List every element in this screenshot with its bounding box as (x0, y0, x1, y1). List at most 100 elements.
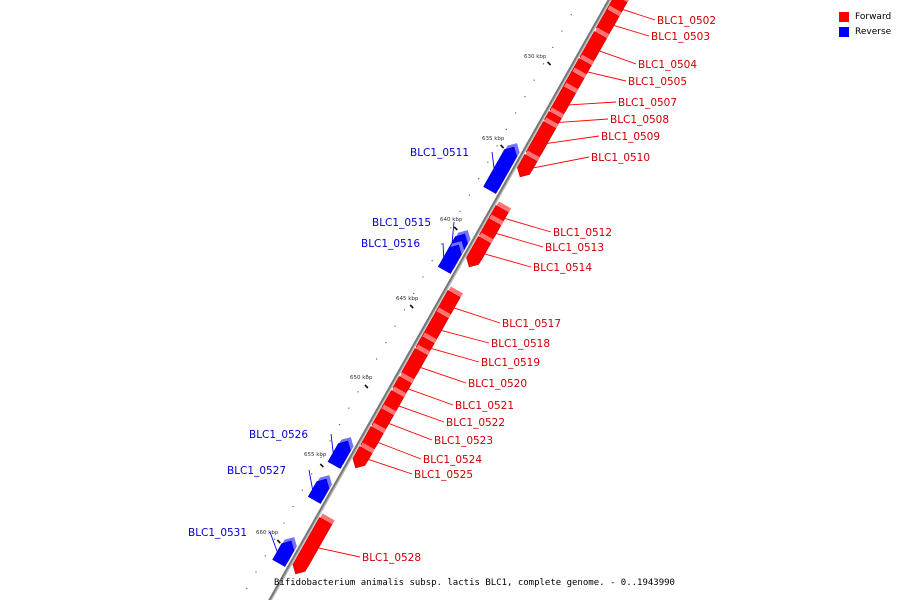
kbp-tick-label: 640 kbp (440, 217, 463, 223)
gene-label[interactable]: BLC1_0508 (610, 114, 669, 126)
gene-label[interactable]: BLC1_0521 (455, 400, 514, 412)
minor-tick-dot (283, 522, 285, 524)
kbp-ticks: 630 kbp 635 kbp 640 kbp 645 kbp 650 kbp 655 k… (256, 54, 552, 544)
gene-leader-line (484, 253, 532, 268)
gene-label[interactable]: BLC1_0513 (545, 242, 604, 254)
gene-leader-line (622, 8, 656, 21)
gene-label[interactable]: BLC1_0507 (618, 97, 677, 109)
gene-label[interactable]: BLC1_0531 (188, 527, 247, 539)
gene-label[interactable]: BLC1_0519 (481, 357, 540, 369)
gene-label[interactable]: BLC1_0515 (372, 217, 431, 229)
gene-BLC1_0527[interactable]: BLC1_0527 (227, 465, 332, 504)
gene-leader-line (496, 232, 544, 248)
gene-label[interactable]: BLC1_0526 (249, 429, 308, 441)
gene-BLC1_0513[interactable]: BLC1_0513 (479, 214, 605, 255)
minor-tick-dot (338, 424, 341, 426)
gene-label[interactable]: BLC1_0524 (423, 454, 482, 466)
gene-body (517, 154, 538, 178)
kbp-tick-label: 645 kbp (396, 296, 419, 302)
gene-leader-line (318, 547, 361, 558)
minor-tick-dot (505, 128, 507, 130)
gene-label[interactable]: BLC1_0511 (410, 147, 469, 159)
gene-label[interactable]: BLC1_0520 (468, 378, 527, 390)
gene-body (307, 478, 330, 504)
gene-BLC1_0528[interactable]: BLC1_0528 (292, 513, 421, 575)
kbp-tick-mark (276, 539, 281, 544)
minor-tick-dot (255, 571, 257, 573)
minor-tick-dot (515, 112, 517, 114)
gene-label[interactable]: BLC1_0517 (502, 318, 561, 330)
gene-body (437, 244, 462, 274)
minor-tick-dot (468, 194, 470, 196)
minor-tick-dot (431, 260, 433, 262)
minor-tick-dot (246, 588, 248, 590)
gene-BLC1_0511[interactable]: BLC1_0511 (410, 143, 520, 194)
gene-label[interactable]: BLC1_0509 (601, 131, 660, 143)
gene-BLC1_0520[interactable]: BLC1_0520 (401, 344, 528, 391)
gene-leader-line (398, 405, 445, 423)
gene-BLC1_0509[interactable]: BLC1_0509 (526, 117, 660, 162)
gene-body (466, 236, 491, 268)
gene-body (352, 446, 373, 469)
minor-tick-dot (524, 96, 526, 98)
forward-swatch (839, 11, 849, 22)
gene-BLC1_0526[interactable]: BLC1_0526 (249, 429, 354, 469)
minor-tick-dot (301, 489, 303, 491)
minor-tick-dot (264, 555, 266, 557)
kbp-tick-label: 655 kbp (304, 452, 327, 458)
gene-BLC1_0514[interactable]: BLC1_0514 (466, 232, 593, 275)
gene-label[interactable]: BLC1_0518 (491, 338, 550, 350)
gene-BLC1_0502[interactable]: BLC1_0502 (606, 0, 716, 27)
gene-BLC1_0510[interactable]: BLC1_0510 (517, 150, 650, 178)
gene-body (272, 540, 295, 567)
gene-label[interactable]: BLC1_0523 (434, 435, 493, 447)
gene-label[interactable]: BLC1_0525 (414, 469, 473, 481)
gene-BLC1_0516[interactable]: BLC1_0516 (361, 238, 465, 274)
gene-BLC1_0517[interactable]: BLC1_0517 (435, 286, 561, 331)
legend-reverse: Reverse (839, 24, 891, 39)
gene-label[interactable]: BLC1_0528 (362, 552, 421, 564)
gene-label[interactable]: BLC1_0522 (446, 417, 505, 429)
gene-label[interactable]: BLC1_0514 (533, 262, 592, 274)
gene-leader-line (368, 458, 413, 475)
gene-label[interactable]: BLC1_0503 (651, 31, 710, 43)
minor-tick-dot (422, 276, 424, 278)
minor-tick-dot (459, 210, 461, 212)
gene-label[interactable]: BLC1_0527 (227, 465, 286, 477)
minor-tick-dot (487, 161, 489, 163)
gene-leader-line (504, 217, 552, 233)
legend-reverse-label: Reverse (855, 26, 892, 37)
gene-label[interactable]: BLC1_0502 (657, 15, 716, 27)
gene-leader-line (269, 531, 278, 552)
gene-body (292, 517, 333, 575)
gene-leader-line (613, 24, 650, 37)
gene-label[interactable]: BLC1_0505 (628, 76, 687, 88)
gene-body (483, 146, 518, 194)
gene-leader-line (453, 307, 501, 324)
gene-leader-line (568, 101, 617, 106)
reverse-swatch (839, 26, 849, 37)
gene-body (327, 440, 351, 469)
gene-label[interactable]: BLC1_0510 (591, 152, 650, 164)
gene-leader-line (587, 71, 627, 82)
gene-leader-line (491, 151, 495, 169)
minor-tick-dot (542, 63, 545, 65)
gene-BLC1_0521[interactable]: BLC1_0521 (392, 372, 514, 413)
legend-forward: Forward (839, 9, 891, 24)
gene-leader-line (330, 433, 334, 453)
gene-BLC1_0525[interactable]: BLC1_0525 (352, 442, 473, 482)
gene-BLC1_0531[interactable]: BLC1_0531 (188, 527, 297, 567)
gene-label[interactable]: BLC1_0512 (553, 227, 612, 239)
minor-tick-dot (478, 178, 480, 180)
kbp-tick-mark (364, 384, 369, 389)
gene-leader-line (558, 118, 609, 123)
gene-leader-line (451, 221, 455, 243)
minor-tick-dot (450, 227, 452, 229)
gene-BLC1_0512[interactable]: BLC1_0512 (488, 201, 612, 240)
gene-leader-line (377, 441, 422, 460)
gene-label[interactable]: BLC1_0516 (361, 238, 420, 250)
gene-label[interactable]: BLC1_0504 (638, 59, 697, 71)
gene-leader-line (408, 388, 454, 406)
kbp-tick-mark (453, 226, 458, 231)
